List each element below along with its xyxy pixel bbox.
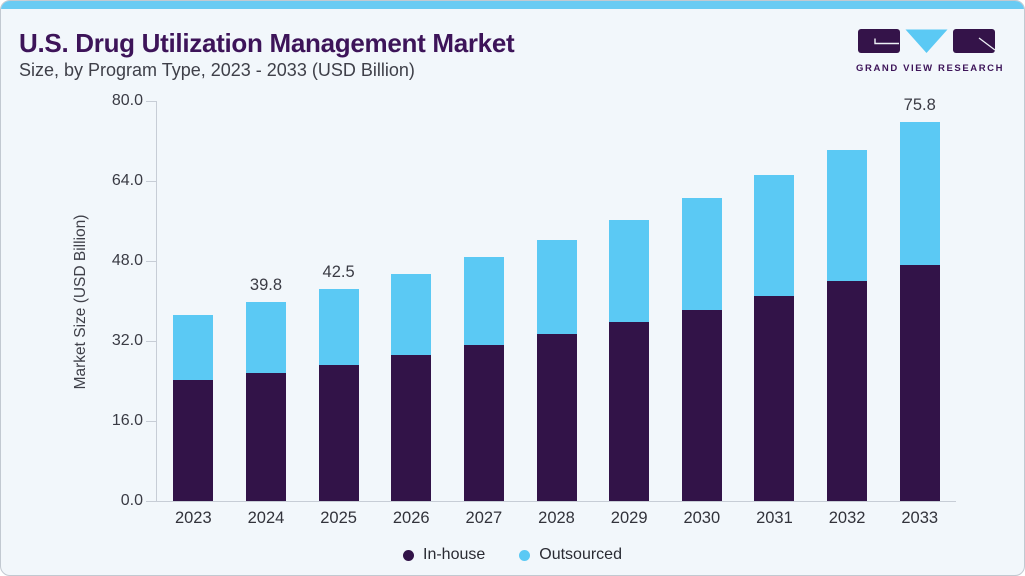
bar-2027-inhouse-segment (463, 345, 504, 501)
bar-2032-inhouse-segment (827, 281, 868, 501)
bar-slot-2027 (448, 102, 521, 501)
plot-area: 39.8 42.5 75.8 2023 2024 2025 2026 2027 2028 202… (112, 92, 956, 527)
brand-name: GRAND VIEW RESEARCH (856, 63, 1005, 74)
legend-label: Outsourced (539, 546, 622, 563)
y-tick-label: 64.0 (111, 172, 143, 189)
legend-label: In-house (423, 546, 486, 563)
x-tick-label-2024: 2024 (247, 509, 285, 527)
bar-2030-inhouse-segment (681, 309, 722, 501)
x-tick-label-2026: 2026 (392, 509, 430, 527)
bar-2028-outsourced-segment (536, 239, 577, 334)
bar-2025-outsourced-segment (318, 288, 359, 365)
x-tick-label-2030: 2030 (683, 509, 721, 527)
legend-dot-icon (519, 549, 531, 561)
y-tick-mark (146, 340, 157, 342)
y-tick-label: 0.0 (120, 492, 143, 509)
bar-slot-2028 (520, 102, 593, 501)
bar-slot-2031 (738, 102, 811, 501)
x-axis-labels: 2023 2024 2025 2026 2027 2028 2029 2030 2031 2032… (157, 501, 956, 528)
legend-item-inhouse: In-house (403, 546, 485, 564)
bar-2023-inhouse-segment (173, 380, 214, 501)
bar-2027 (463, 257, 504, 501)
x-tick-label-2029: 2029 (610, 509, 648, 527)
legend-item-outsourced: Outsourced (519, 546, 622, 564)
brand-logo: GRAND VIEW RESEARCH (856, 29, 1005, 74)
bar-2029-outsourced-segment (609, 219, 650, 322)
x-tick-label-2033: 2033 (901, 509, 939, 527)
x-tick-label-2027: 2027 (465, 509, 503, 527)
y-tick-mark (146, 500, 157, 502)
bar-2024-inhouse-segment (245, 372, 286, 501)
bar-2032-outsourced-segment (827, 149, 868, 281)
y-tick-mark (146, 180, 157, 182)
bar-slot-2026 (375, 102, 448, 501)
bar-2029-inhouse-segment (609, 322, 650, 501)
x-tick-label-2031: 2031 (756, 509, 793, 527)
legend: In-house Outsourced (1, 546, 1024, 564)
bar-2024-outsourced-segment (245, 302, 286, 373)
bar-2029 (609, 219, 650, 501)
y-tick-mark (146, 260, 157, 262)
bar-2028 (536, 239, 577, 501)
y-axis-title: Market Size (USD Billion) (72, 214, 89, 390)
bar-2026 (391, 274, 432, 501)
y-tick-label: 48.0 (111, 252, 143, 269)
bar-2023-outsourced-segment (173, 315, 214, 380)
bar-2030-outsourced-segment (681, 198, 722, 310)
bar-2032 (827, 149, 868, 501)
gvr-logo-icon (857, 29, 995, 53)
y-tick-mark (146, 100, 157, 102)
bar-slot-2025: 42.5 (302, 102, 375, 501)
bar-slot-2024: 39.8 (230, 102, 303, 501)
x-tick-label-2032: 2032 (828, 509, 866, 527)
bar-2033-inhouse-segment (899, 265, 940, 501)
bar-2027-outsourced-segment (463, 257, 504, 345)
bar-2030 (681, 198, 722, 501)
bar-2025-inhouse-segment (318, 364, 359, 501)
y-tick-label: 16.0 (111, 412, 143, 429)
bar-2026-inhouse-segment (391, 355, 432, 501)
bar-2023 (173, 315, 214, 501)
bar-2031 (754, 175, 795, 501)
bar-2026-outsourced-segment (391, 274, 432, 355)
top-accent-bar (1, 1, 1024, 9)
y-tick-label: 80.0 (111, 92, 143, 109)
bar-2024 (245, 302, 286, 501)
bar-2028-inhouse-segment (536, 334, 577, 501)
bar-2031-inhouse-segment (754, 296, 795, 501)
x-tick-label-2028: 2028 (538, 509, 575, 527)
y-tick-mark (146, 420, 157, 422)
bar-slot-2033: 75.8 (883, 96, 956, 501)
bar-slot-2032 (811, 102, 884, 501)
bar-2033-outsourced-segment (899, 122, 940, 265)
bars-container: 39.8 42.5 75.8 (157, 96, 956, 501)
bar-total-label-2024: 39.8 (249, 276, 283, 294)
x-tick-label-2023: 2023 (174, 509, 212, 527)
legend-dot-icon (403, 549, 414, 561)
bar-total-label-2033: 75.8 (903, 96, 936, 114)
bar-slot-2029 (593, 102, 666, 501)
bar-total-label-2025: 42.5 (322, 262, 355, 281)
page-subtitle: Size, by Program Type, 2023 - 2033 (USD … (19, 60, 415, 80)
page-title: U.S. Drug Utilization Management Market (19, 28, 515, 58)
bar-2033 (899, 122, 940, 501)
bar-2031-outsourced-segment (754, 175, 795, 296)
bar-2025 (318, 288, 359, 501)
x-tick-label-2025: 2025 (320, 509, 357, 527)
y-tick-label: 32.0 (111, 332, 143, 349)
bar-slot-2030 (665, 102, 738, 501)
bar-slot-2023 (157, 102, 230, 501)
